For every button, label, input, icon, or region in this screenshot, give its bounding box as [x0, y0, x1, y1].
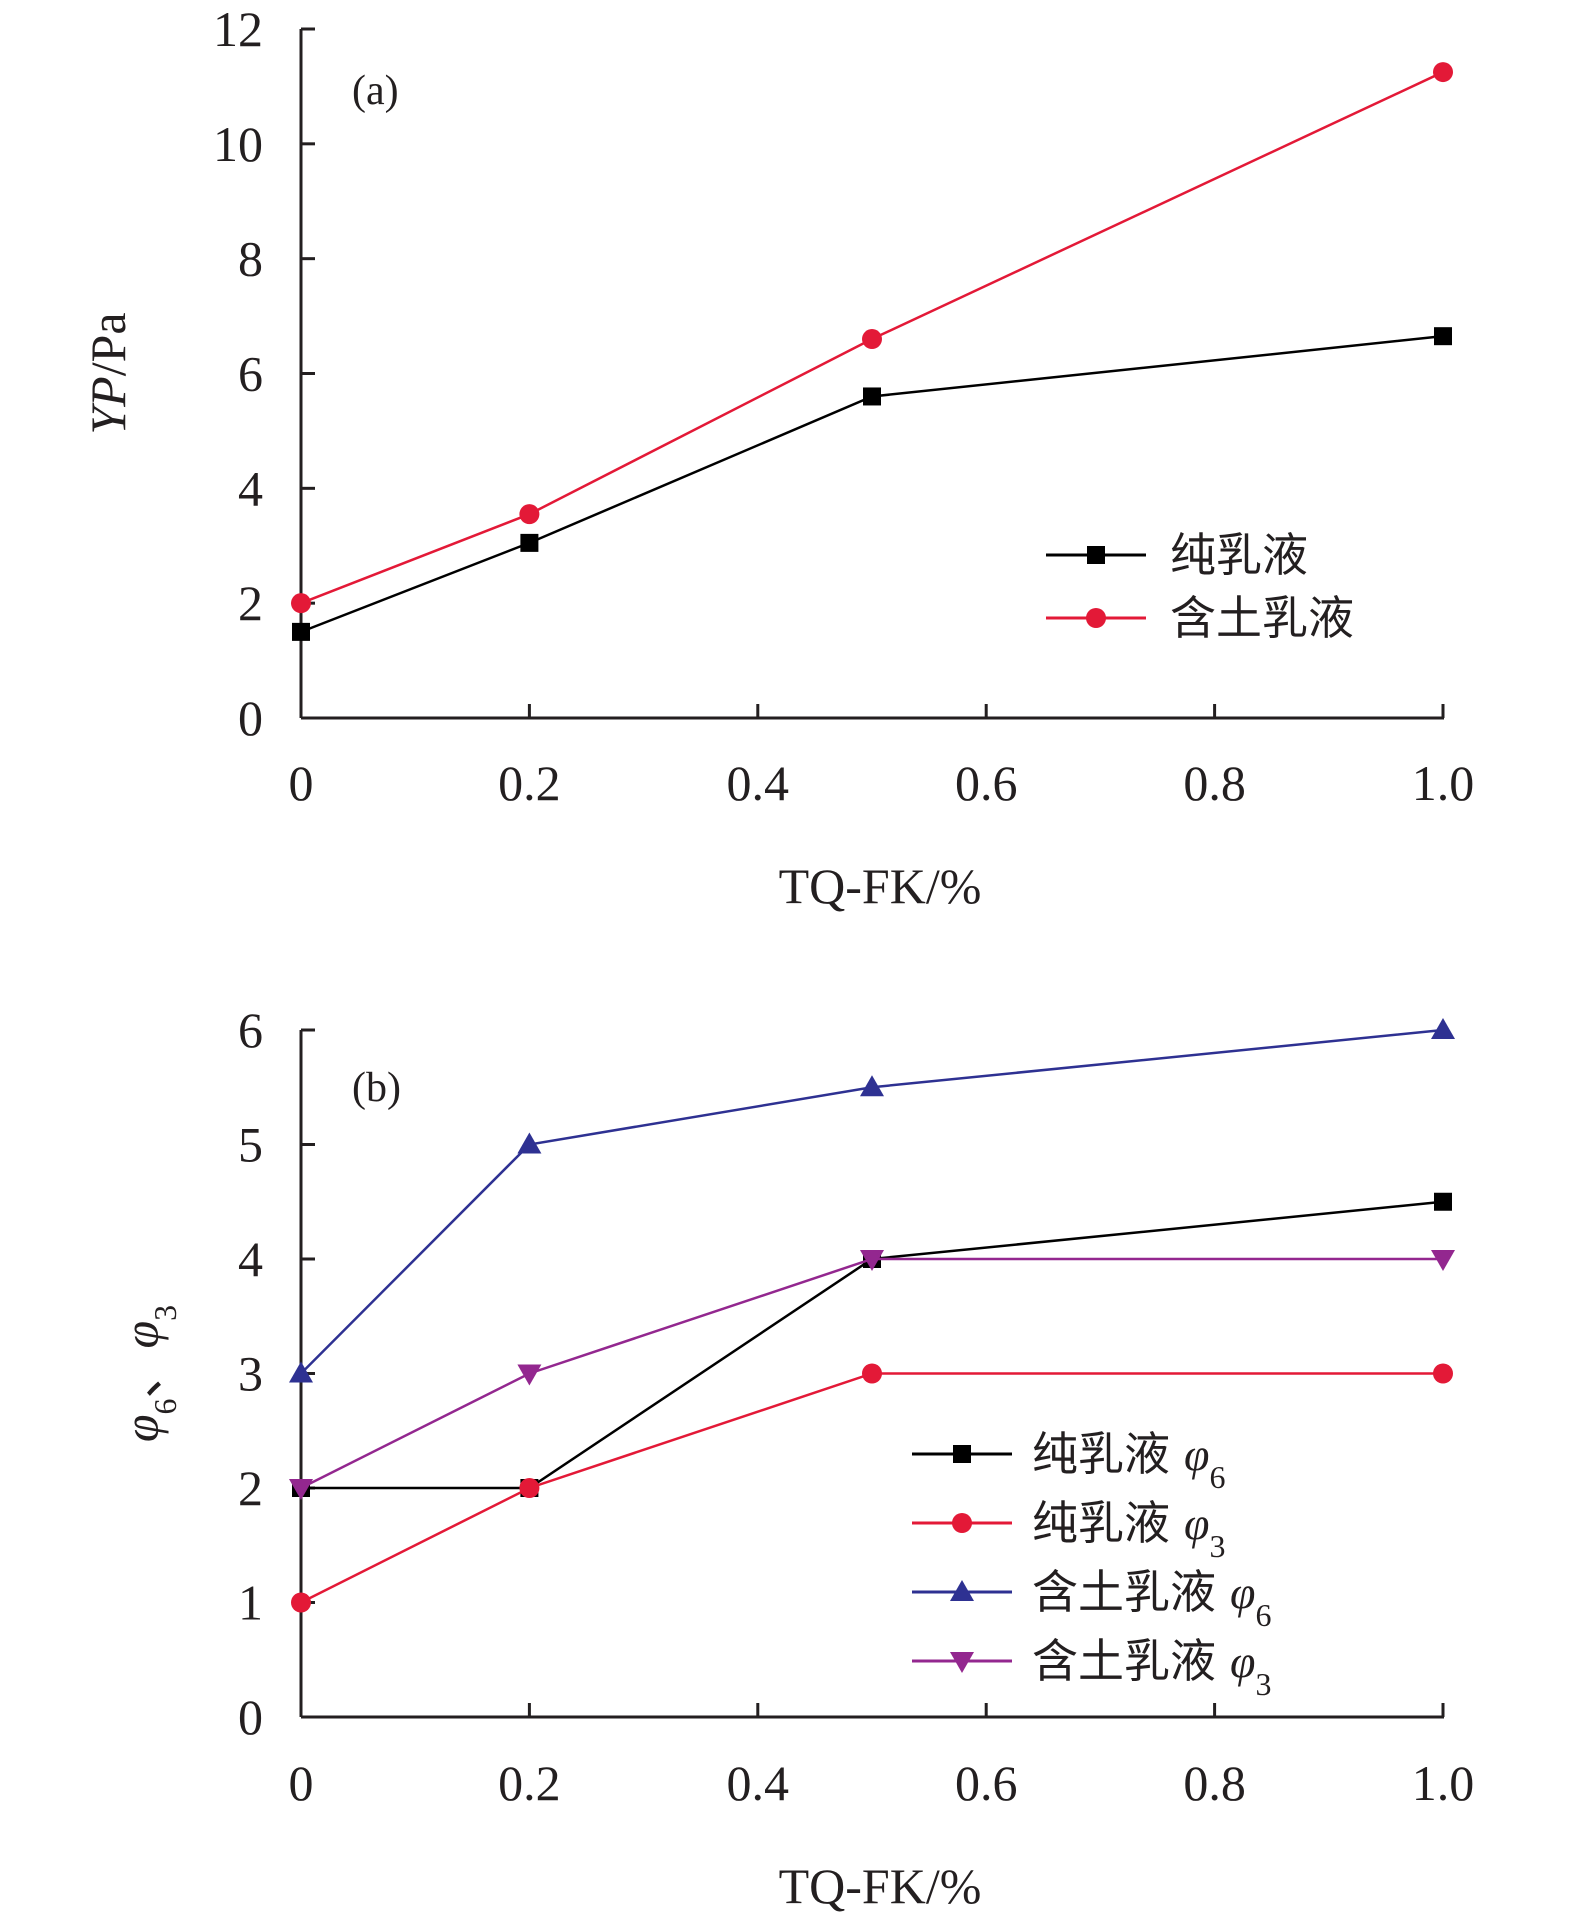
data-point-series-2: [860, 1075, 884, 1097]
data-point-series-0: [1434, 327, 1452, 346]
x-tick-label: 0.2: [498, 755, 561, 811]
data-point-series-1: [862, 1363, 882, 1384]
y-tick-label: 2: [238, 575, 263, 631]
y-tick-label: 12: [213, 1, 263, 57]
legend-label-sub: 6: [1209, 1459, 1225, 1495]
y-tick-label: 8: [238, 231, 263, 287]
x-axis-label: TQ-FK/%: [779, 858, 982, 914]
legend-label: 含土乳液 φ6: [1032, 1567, 1271, 1633]
y-axis-label-sub3: 3: [147, 1305, 183, 1321]
y-tick-label: 6: [238, 1002, 263, 1058]
data-point-series-0: [292, 622, 310, 641]
x-tick-label: 0.6: [955, 755, 1018, 811]
x-tick-label: 0.8: [1183, 1755, 1246, 1811]
y-axis-label-phi6: φ: [113, 1415, 169, 1443]
y-tick-label: 4: [238, 460, 263, 516]
y-tick-label: 2: [238, 1460, 263, 1516]
data-point-series-1: [519, 504, 540, 525]
legend-marker: [950, 1580, 974, 1601]
x-tick-label: 1.0: [1412, 1755, 1475, 1811]
x-tick-label: 0: [289, 1755, 314, 1811]
panel-label: (a): [352, 68, 399, 114]
y-axis-label: YP/Pa: [80, 312, 136, 434]
series-line-1: [300, 1372, 1443, 1604]
legend-label-main: 含土乳液: [1032, 1636, 1216, 1687]
legend-marker: [950, 1652, 974, 1673]
y-tick-label: 6: [238, 346, 263, 402]
y-axis-label-phi3: φ: [113, 1321, 169, 1349]
x-axis-label: TQ-FK/%: [779, 1858, 982, 1914]
y-axis-label-italic: YP: [80, 376, 136, 434]
data-point-series-1: [291, 593, 311, 614]
y-tick-label: 10: [213, 116, 263, 172]
legend-label: 含土乳液 φ3: [1032, 1636, 1271, 1702]
legend-label-main: 纯乳液: [1170, 530, 1308, 581]
legend-marker: [952, 1513, 972, 1533]
series-line-1: [300, 70, 1444, 605]
y-tick-label: 4: [238, 1231, 263, 1287]
legend-label-phi: φ: [1184, 1429, 1209, 1480]
legend-label-phi: φ: [1230, 1636, 1255, 1687]
legend-label: 纯乳液 φ6: [1032, 1429, 1225, 1495]
x-tick-label: 1.0: [1412, 755, 1475, 811]
legend-label-main: 含土乳液: [1170, 593, 1354, 644]
y-tick-label: 0: [238, 690, 263, 746]
data-point-series-2: [517, 1132, 542, 1154]
data-point-series-3: [860, 1250, 884, 1271]
x-tick-label: 0: [289, 755, 314, 811]
legend-label-main: 纯乳液: [1032, 1498, 1170, 1549]
y-tick-label: 0: [238, 1689, 263, 1745]
data-point-series-1: [291, 1592, 311, 1613]
x-tick-label: 0.4: [727, 755, 790, 811]
data-point-series-3: [1431, 1250, 1455, 1271]
panel-label: (b): [352, 1065, 401, 1111]
legend-label-main: 含土乳液: [1032, 1567, 1216, 1618]
data-point-series-0: [863, 387, 881, 406]
data-point-series-1: [1433, 62, 1453, 83]
legend-label: 纯乳液: [1170, 530, 1308, 581]
data-point-series-1: [862, 329, 882, 350]
legend-label-sub: 3: [1209, 1528, 1225, 1564]
legend-label-phi: φ: [1184, 1498, 1209, 1549]
data-point-series-1: [1433, 1363, 1453, 1384]
legend-marker: [1086, 608, 1106, 628]
y-axis-label-unit: /Pa: [80, 312, 136, 376]
y-axis-label: φ6、φ3: [113, 1305, 183, 1442]
data-point-series-2: [1431, 1018, 1455, 1039]
y-tick-label: 5: [238, 1117, 263, 1173]
legend-label: 纯乳液 φ3: [1032, 1498, 1225, 1564]
series-line-0: [300, 334, 1444, 634]
series-line-2: [300, 1028, 1444, 1375]
data-point-series-1: [519, 1478, 540, 1498]
y-tick-label: 1: [238, 1575, 263, 1631]
y-axis-label-sub6: 6: [147, 1399, 183, 1415]
legend-marker: [953, 1445, 971, 1463]
x-tick-label: 0.4: [727, 1755, 790, 1811]
x-tick-label: 0.6: [955, 1755, 1018, 1811]
legend-label-sub: 3: [1255, 1666, 1271, 1702]
data-point-series-2: [289, 1361, 313, 1383]
legend-label-phi: φ: [1230, 1567, 1255, 1618]
y-axis-label-sep: 、: [113, 1349, 169, 1399]
panel-a-chart: 0 2 4 6 8 10 12 0 0.2 0.4 0.6 0.8 1.0 TQ-FK/% YP/Pa (a)…: [80, 1, 1474, 914]
data-point-series-0: [1434, 1192, 1452, 1211]
data-point-series-3: [289, 1479, 313, 1500]
y-tick-label: 3: [238, 1346, 263, 1402]
series-line-0: [301, 1200, 1444, 1490]
data-point-series-0: [520, 533, 539, 552]
data-point-series-3: [517, 1364, 542, 1386]
x-tick-label: 0.8: [1183, 755, 1246, 811]
legend-label-sub: 6: [1255, 1597, 1271, 1633]
legend-label-main: 纯乳液: [1032, 1429, 1170, 1480]
legend-label: 含土乳液: [1170, 593, 1354, 644]
series-line-3: [300, 1257, 1443, 1490]
legend-marker: [1087, 546, 1105, 564]
x-tick-label: 0.2: [498, 1755, 561, 1811]
